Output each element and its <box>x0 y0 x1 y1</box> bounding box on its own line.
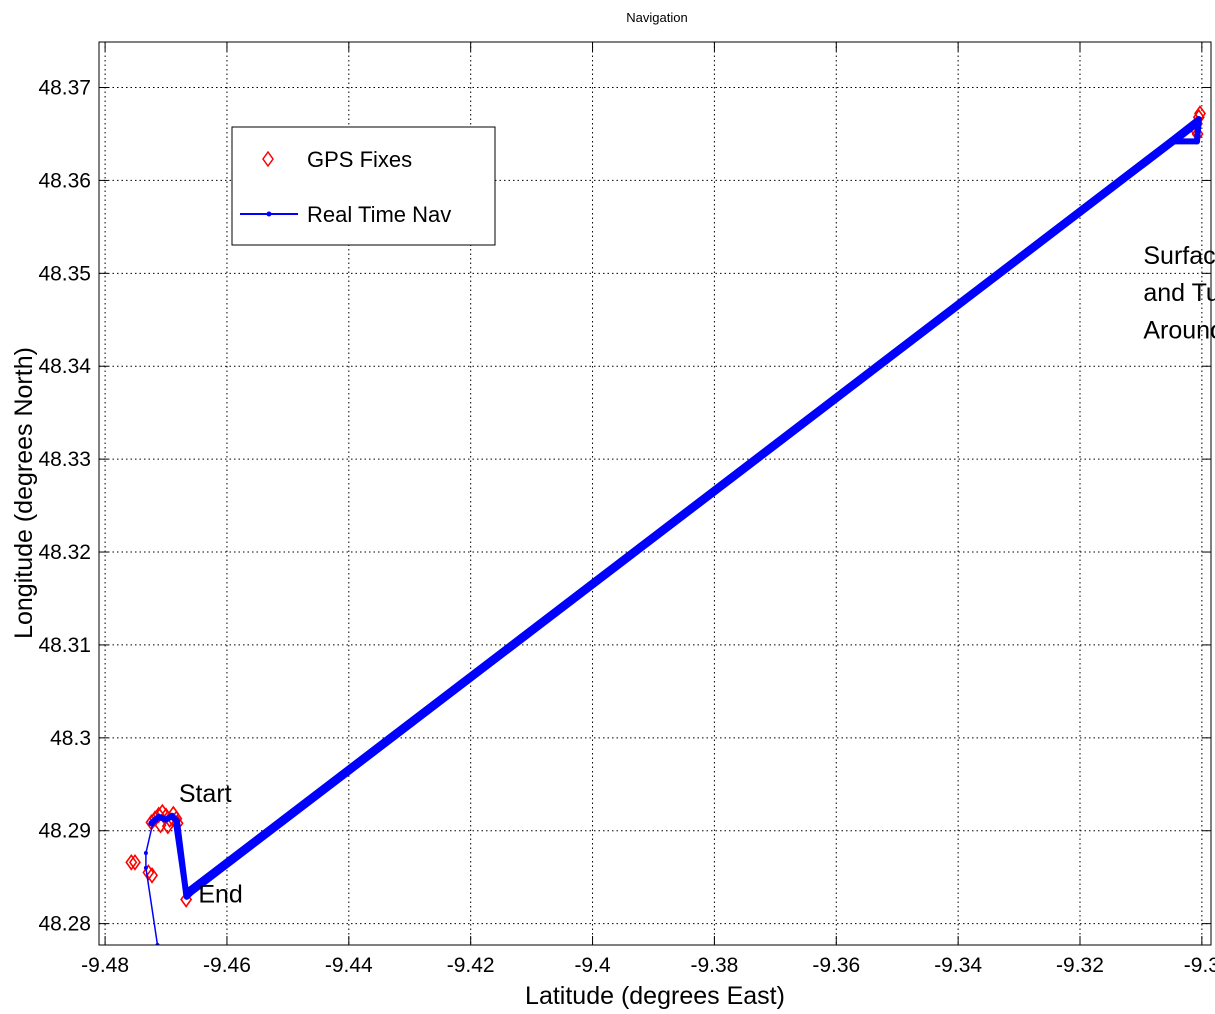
nav-point <box>163 816 170 823</box>
annotation-label: End <box>198 880 242 908</box>
nav-point <box>187 889 194 896</box>
nav-point <box>143 851 148 856</box>
nav-point <box>173 822 180 829</box>
nav-point <box>1195 116 1202 123</box>
annotation-label: Around <box>1143 316 1215 344</box>
nav-descent-track <box>145 823 159 945</box>
y-tick-label: 48.31 <box>38 634 91 657</box>
y-tick-label: 48.34 <box>38 355 91 378</box>
legend: GPS Fixes Real Time Nav <box>231 126 496 246</box>
y-tick-label: 48.33 <box>38 448 91 471</box>
x-tick-label: -9.32 <box>1056 954 1104 977</box>
x-tick-labels: -9.48 -9.46 -9.44 -9.42 -9.4 -9.38 -9.36 -9.34 -… <box>81 954 1215 977</box>
tick-marks <box>99 42 1211 945</box>
x-tick-label: -9.48 <box>81 954 129 977</box>
nav-point <box>1171 138 1178 145</box>
y-tick-label: 48.37 <box>38 77 91 100</box>
y-axis-label: Longitude (degrees North) <box>10 347 38 639</box>
legend-box <box>231 126 496 246</box>
x-tick-label: -9.3 <box>1184 954 1215 977</box>
legend-dot-marker-icon <box>266 211 272 217</box>
gps-fix-point <box>125 853 138 871</box>
x-tick-label: -9.4 <box>574 954 611 977</box>
chart-title: Navigation <box>626 10 687 25</box>
x-tick-label: -9.34 <box>934 954 982 977</box>
legend-label-gps-fixes: GPS Fixes <box>307 147 412 172</box>
annotation-label: and Turn <box>1143 279 1215 307</box>
x-tick-label: -9.38 <box>690 954 738 977</box>
nav-point <box>183 893 190 900</box>
plot-area <box>125 105 1207 945</box>
legend-item-gps-fixes: GPS Fixes <box>262 147 412 172</box>
y-tick-label: 48.3 <box>50 727 91 750</box>
y-tick-label: 48.32 <box>38 541 91 564</box>
plot-frame <box>98 41 1212 946</box>
legend-item-real-time-nav: Real Time Nav <box>240 202 451 227</box>
legend-label-real-time-nav: Real Time Nav <box>307 202 451 227</box>
annotations: Start End Surface and Turn Around <box>179 242 1215 908</box>
nav-point <box>143 865 148 870</box>
nav-point <box>169 812 176 819</box>
gps-fix-point <box>154 816 167 834</box>
y-tick-label: 48.29 <box>38 820 91 843</box>
gps-fix-point <box>128 853 141 871</box>
y-tick-label: 48.28 <box>38 913 91 936</box>
gps-fix-point <box>161 817 174 835</box>
y-tick-label: 48.35 <box>38 262 91 285</box>
nav-point <box>1193 138 1200 145</box>
x-tick-label: -9.42 <box>447 954 495 977</box>
gps-fix-point <box>146 866 158 884</box>
y-tick-labels: 48.28 48.29 48.3 48.31 48.32 48.33 48.34 48.35 4… <box>38 77 91 936</box>
nav-point <box>150 822 155 827</box>
x-tick-label: -9.46 <box>203 954 251 977</box>
legend-diamond-marker-icon <box>262 150 274 168</box>
nav-point <box>155 813 162 820</box>
x-tick-label: -9.44 <box>325 954 373 977</box>
annotation-label: Surface <box>1143 242 1215 270</box>
x-tick-label: -9.36 <box>812 954 860 977</box>
y-tick-label: 48.36 <box>38 169 91 192</box>
nav-point <box>1192 121 1199 128</box>
annotation-label: Start <box>179 780 232 808</box>
series-layer <box>125 105 1207 945</box>
x-axis-label: Latitude (degrees East) <box>525 982 785 1010</box>
